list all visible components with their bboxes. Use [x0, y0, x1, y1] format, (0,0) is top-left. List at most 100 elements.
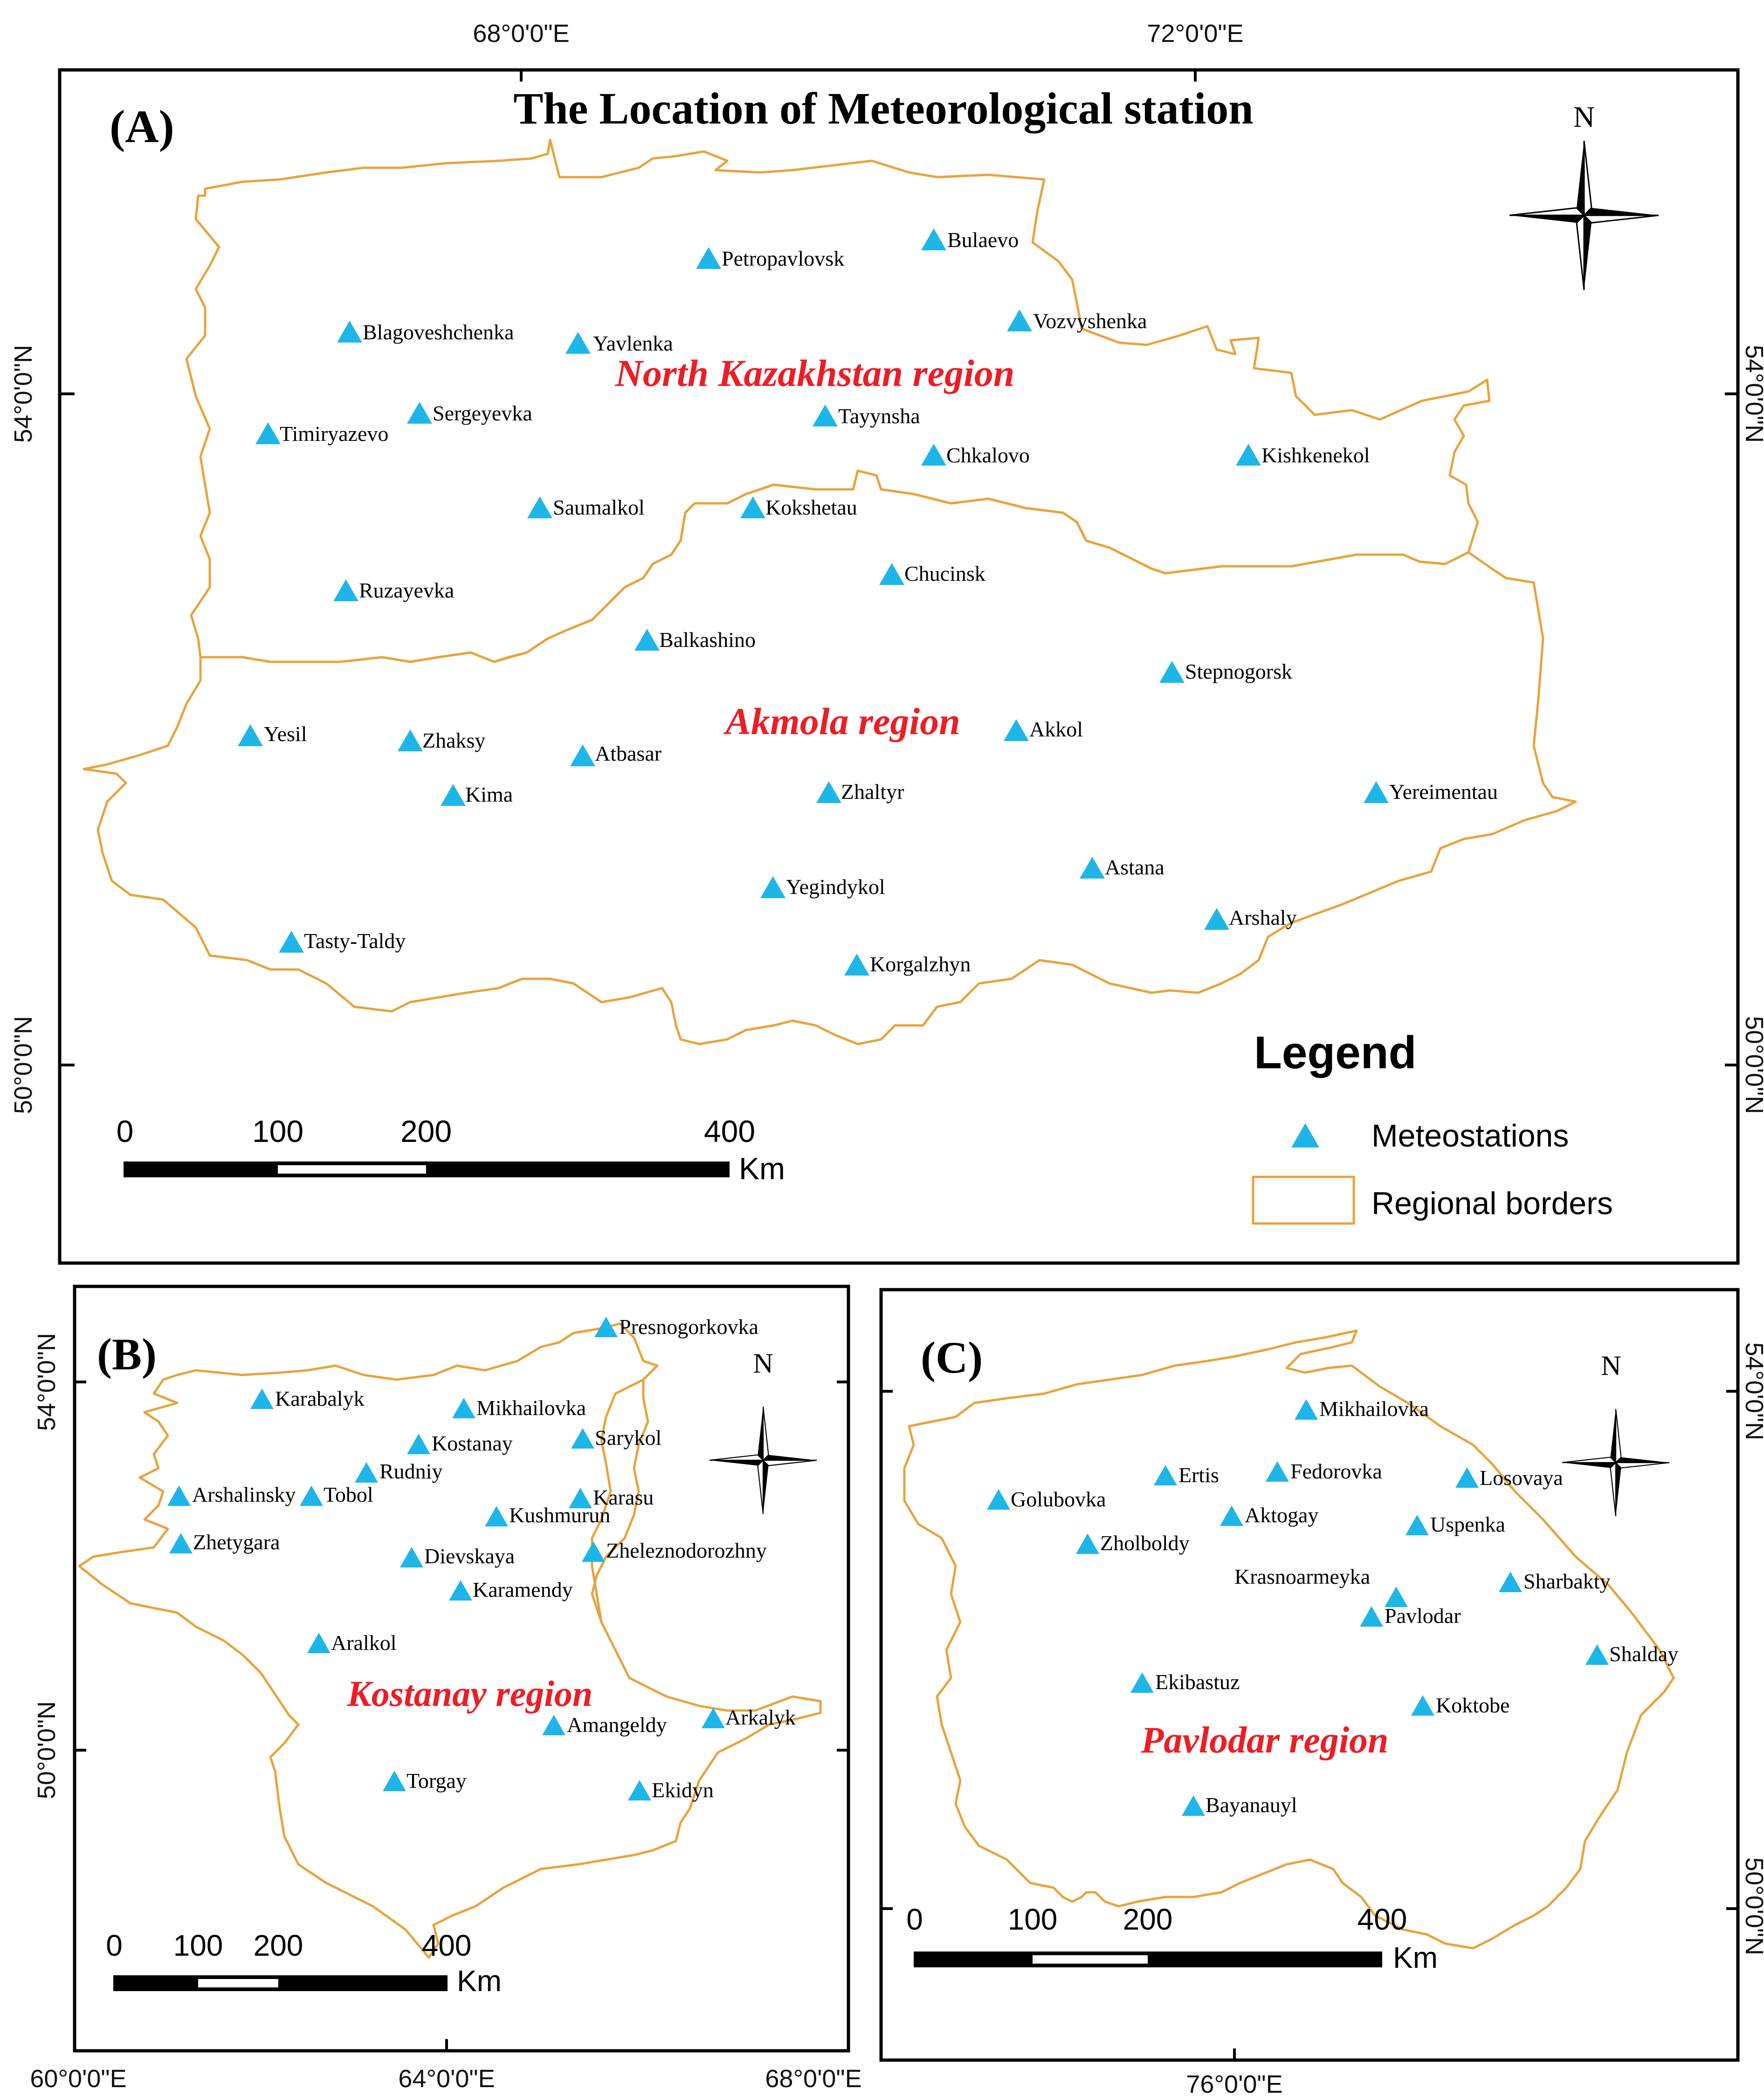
station-marker: Petropavlovsk	[696, 247, 844, 270]
svg-text:Yavlenka: Yavlenka	[593, 331, 673, 355]
svg-text:Tayynsha: Tayynsha	[838, 404, 920, 428]
station-triangle-icon	[279, 931, 304, 953]
station-marker: Losovaya	[1455, 1466, 1563, 1490]
station-triangle-icon	[485, 1506, 508, 1526]
station-marker: Ekibastuz	[1130, 1670, 1240, 1694]
station-marker: Fedorovka	[1266, 1459, 1382, 1483]
scale-bar	[113, 1975, 448, 1991]
station-marker: Yesil	[238, 722, 307, 746]
svg-text:Krasnoarmeyka: Krasnoarmeyka	[1234, 1565, 1370, 1588]
station-triangle-icon	[1159, 661, 1185, 683]
station-marker: Yereimentau	[1364, 780, 1498, 804]
svg-text:Timiryazevo: Timiryazevo	[280, 422, 388, 446]
svg-text:Tobol: Tobol	[324, 1483, 373, 1506]
legend-label-meteostations: Meteostations	[1371, 1118, 1569, 1154]
panel-b-frame	[73, 1285, 850, 2053]
scale-bar-segment	[1033, 1955, 1148, 1964]
station-triangle-icon	[696, 247, 721, 269]
station-marker: Ertis	[1154, 1463, 1219, 1487]
scale-bar	[914, 1952, 1382, 1967]
scale-tick-label: 400	[422, 1929, 472, 1962]
svg-text:Golubovka: Golubovka	[1011, 1487, 1106, 1511]
north-arrow-icon	[1509, 140, 1660, 291]
svg-text:Rudniy: Rudniy	[379, 1459, 442, 1483]
station-marker: Kokshetau	[740, 495, 857, 519]
kostanay-inner-border	[591, 1378, 644, 1622]
svg-text:Blagoveshchenka: Blagoveshchenka	[363, 320, 514, 344]
station-marker: Kishkenekol	[1236, 443, 1370, 467]
panel-a-frame	[58, 68, 1740, 1265]
legend: Legend Meteostations Regional borders	[1252, 1027, 1613, 1225]
svg-text:Karasu: Karasu	[593, 1485, 654, 1509]
station-triangle-icon	[1004, 719, 1029, 741]
svg-text:Arkalyk: Arkalyk	[725, 1705, 796, 1729]
station-triangle-icon	[740, 496, 765, 518]
svg-text:Ertis: Ertis	[1178, 1463, 1219, 1487]
stations-panel-a: Bulaevo Petropavlovsk Blagoveshchenka Ya…	[238, 228, 1498, 976]
station-marker: Atbasar	[570, 742, 662, 766]
svg-text:Sarykol: Sarykol	[595, 1426, 662, 1450]
map-title: The Location of Meteorological station	[513, 83, 1253, 133]
scale-tick-label: 0	[117, 1114, 134, 1148]
svg-text:Chkalovo: Chkalovo	[946, 443, 1030, 467]
station-marker: Uspenka	[1406, 1512, 1505, 1536]
station-marker: Pavlodar	[1360, 1604, 1461, 1628]
station-triangle-icon	[1499, 1572, 1522, 1592]
station-marker: Korgalzhyn	[844, 952, 971, 976]
svg-text:Ekibastuz: Ekibastuz	[1155, 1670, 1240, 1694]
station-marker: Mikhailovka	[452, 1396, 586, 1420]
station-marker: Saumalkol	[527, 495, 645, 519]
station-triangle-icon	[1204, 908, 1229, 930]
right-coord-50n: 50°0'0"N	[1740, 1857, 1764, 1955]
station-marker: Sergeyevka	[407, 401, 532, 425]
station-triangle-icon	[1455, 1467, 1479, 1488]
svg-text:Dievskaya: Dievskaya	[424, 1544, 515, 1568]
station-triangle-icon	[1364, 781, 1389, 803]
station-marker: Ekidyn	[628, 1778, 714, 1802]
svg-text:Ekidyn: Ekidyn	[652, 1778, 714, 1802]
station-triangle-icon	[570, 744, 595, 766]
kostanay-border	[78, 1322, 822, 1959]
station-triangle-icon	[594, 1317, 618, 1337]
scale-tick-label: 200	[1123, 1903, 1173, 1936]
station-marker: Kostanay	[407, 1431, 513, 1455]
svg-text:Tasty-Taldy: Tasty-Taldy	[304, 929, 406, 953]
station-triangle-icon	[407, 1434, 430, 1454]
scale-unit: Km	[457, 1964, 502, 1998]
svg-text:Amangeldy: Amangeldy	[567, 1713, 667, 1737]
scale-bar-segment	[198, 1979, 278, 1987]
station-triangle-icon	[921, 228, 946, 250]
left-coord-54n: 54°0'0"N	[33, 1333, 61, 1431]
svg-text:Korgalzhyn: Korgalzhyn	[870, 952, 971, 976]
station-triangle-icon	[527, 496, 552, 518]
scale-bar	[124, 1161, 730, 1177]
scale-bar-segment	[278, 1165, 426, 1174]
bottom-coord-60e: 60°0'0"E	[30, 2065, 126, 2093]
station-triangle-icon	[169, 1533, 193, 1553]
station-marker: Aralkol	[307, 1631, 397, 1655]
station-marker: Ruzayevka	[333, 578, 454, 602]
station-triangle-icon	[628, 1780, 651, 1800]
legend-heading: Legend	[1254, 1027, 1416, 1078]
station-triangle-icon	[337, 321, 362, 343]
station-triangle-icon	[879, 563, 904, 585]
scale-tick-label: 400	[1357, 1903, 1407, 1936]
triangle-icon	[1291, 1123, 1319, 1148]
station-marker: Chkalovo	[921, 443, 1030, 467]
station-marker: Zheleznodorozhny	[582, 1539, 767, 1562]
station-triangle-icon	[1076, 1533, 1099, 1554]
north-label: N	[1601, 1350, 1621, 1381]
station-marker: Timiryazevo	[255, 422, 388, 446]
svg-text:Pavlodar: Pavlodar	[1385, 1604, 1461, 1628]
station-marker: Tasty-Taldy	[279, 929, 406, 953]
station-marker: Akkol	[1004, 717, 1083, 741]
region-label-pavlodar: Pavlodar region	[1140, 1720, 1388, 1761]
svg-text:Zhaksy: Zhaksy	[422, 728, 485, 752]
station-triangle-icon	[300, 1485, 323, 1506]
station-marker: Zhetygara	[169, 1530, 280, 1554]
station-triangle-icon	[542, 1715, 565, 1735]
scale-unit: Km	[739, 1151, 785, 1186]
svg-text:Akkol: Akkol	[1029, 717, 1083, 741]
station-marker: Stepnogorsk	[1159, 660, 1292, 683]
station-triangle-icon	[921, 444, 946, 466]
